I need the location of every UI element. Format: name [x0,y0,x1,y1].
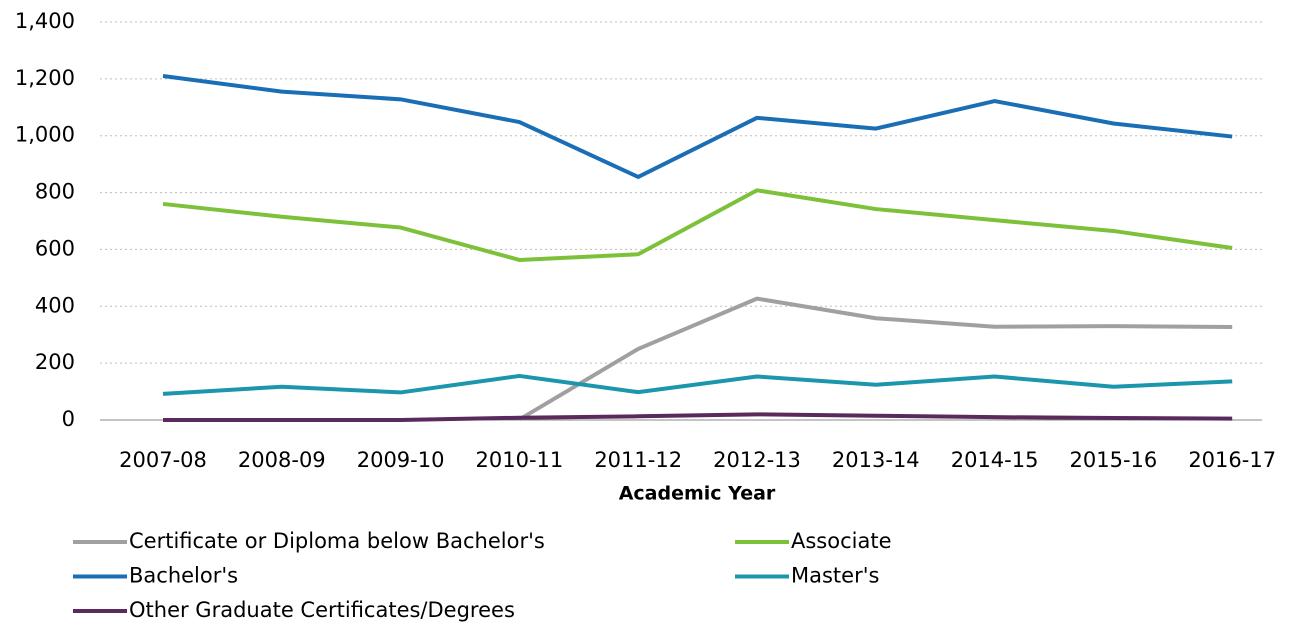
y-tick-label: 600 [35,236,75,260]
legend-label: Other Graduate Certificates/Degrees [129,598,515,622]
series-line [162,74,1233,179]
legend-label: Master's [791,564,879,588]
legend-label: Associate [791,529,892,553]
x-tick-label: 2008-09 [238,448,326,472]
series-line [162,373,1233,396]
x-tick-label: 2016-17 [1188,448,1276,472]
y-tick-label: 1,200 [15,66,75,90]
x-tick-label: 2011-12 [594,448,682,472]
x-tick-label: 2007-08 [119,448,207,472]
x-tick-label: 2012-13 [713,448,801,472]
x-tick-label: 2013-14 [832,448,920,472]
y-tick-label: 1,400 [15,9,75,33]
x-tick-label: 2015-16 [1070,448,1158,472]
series-line [163,412,1233,422]
x-axis-label: Academic Year [619,483,776,505]
x-tick-label: 2010-11 [476,448,564,472]
x-tick-label: 2014-15 [951,448,1039,472]
series-line [162,188,1233,262]
x-tick-label: 2009-10 [357,448,445,472]
y-tick-label: 800 [35,180,75,204]
y-tick-label: 200 [35,350,75,374]
y-tick-label: 400 [35,293,75,317]
legend-label: Bachelor's [129,564,238,588]
y-tick-label: 0 [62,407,75,431]
y-tick-label: 1,000 [15,123,75,147]
series-line [518,296,1233,422]
legend-label: Certificate or Diploma below Bachelor's [129,529,545,553]
